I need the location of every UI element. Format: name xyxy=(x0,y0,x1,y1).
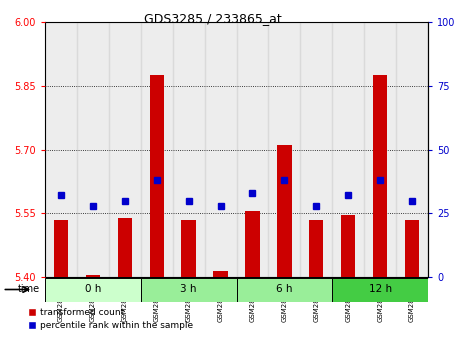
Bar xyxy=(332,22,364,277)
Bar xyxy=(364,22,396,277)
Bar xyxy=(341,215,355,277)
Bar xyxy=(236,22,268,277)
Text: time: time xyxy=(18,285,40,295)
Bar xyxy=(373,75,387,277)
Bar xyxy=(54,219,68,277)
Bar xyxy=(45,22,77,277)
Bar xyxy=(268,22,300,277)
Text: 6 h: 6 h xyxy=(276,285,293,295)
Bar xyxy=(77,22,109,277)
Bar xyxy=(109,22,141,277)
Bar xyxy=(141,278,236,302)
Bar xyxy=(309,219,324,277)
Bar xyxy=(149,75,164,277)
Bar xyxy=(300,22,332,277)
Bar xyxy=(277,145,291,277)
Bar xyxy=(245,211,260,277)
Text: GDS3285 / 233865_at: GDS3285 / 233865_at xyxy=(144,12,282,25)
Legend: transformed count, percentile rank within the sample: transformed count, percentile rank withi… xyxy=(28,308,193,331)
Text: 3 h: 3 h xyxy=(180,285,197,295)
Bar xyxy=(332,278,428,302)
Bar xyxy=(396,22,428,277)
Bar xyxy=(182,219,196,277)
Bar xyxy=(86,275,100,277)
Text: 0 h: 0 h xyxy=(85,285,101,295)
Bar xyxy=(118,217,132,277)
Bar xyxy=(173,22,205,277)
Bar xyxy=(236,278,332,302)
Bar xyxy=(205,22,236,277)
Bar xyxy=(45,278,141,302)
Bar xyxy=(141,22,173,277)
Text: 12 h: 12 h xyxy=(368,285,392,295)
Bar xyxy=(213,270,228,277)
Bar xyxy=(405,219,419,277)
